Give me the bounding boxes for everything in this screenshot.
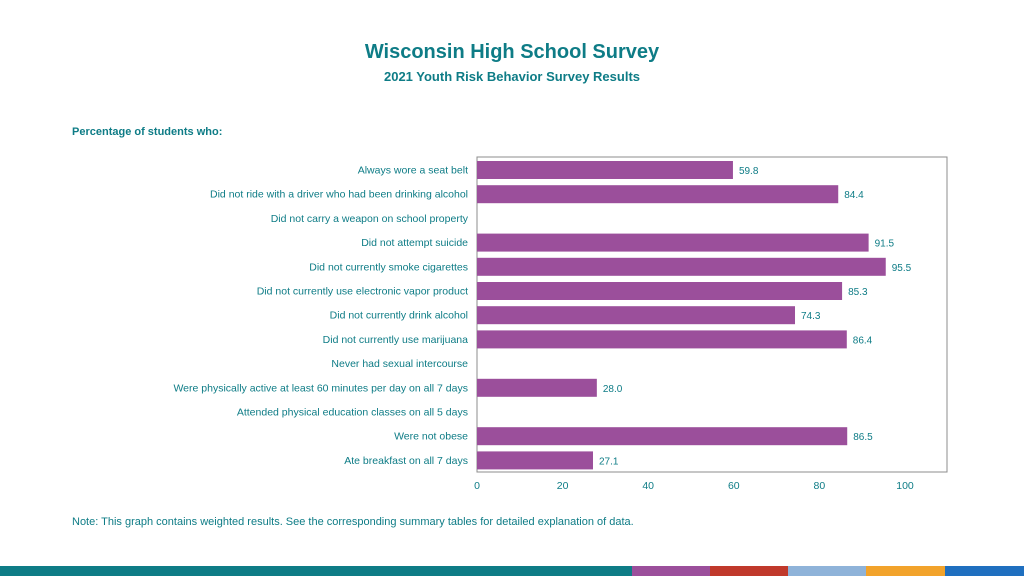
x-tick-label: 100: [896, 480, 914, 492]
value-label: 59.8: [739, 166, 759, 177]
footer-segment-lightblue: [788, 566, 866, 576]
bar: [477, 233, 869, 252]
category-label: Attended physical education classes on a…: [237, 407, 468, 419]
category-label: Did not currently use marijuana: [323, 334, 468, 346]
value-label: 74.3: [801, 311, 821, 322]
footer-color-bar: [0, 566, 1024, 576]
value-label: 91.5: [875, 239, 895, 250]
category-label: Did not currently drink alcohol: [330, 310, 468, 322]
value-label: 86.4: [853, 335, 873, 346]
footer-segment-blue: [945, 566, 1024, 576]
category-label: Ate breakfast on all 7 days: [344, 455, 468, 467]
x-tick-label: 20: [557, 480, 569, 492]
value-label: 86.5: [853, 432, 873, 443]
bar: [477, 257, 886, 276]
value-label: 95.5: [892, 263, 912, 274]
category-label: Did not currently use electronic vapor p…: [257, 286, 468, 298]
category-label: Were physically active at least 60 minut…: [173, 382, 468, 394]
bar: [477, 161, 733, 179]
category-label: Did not currently smoke cigarettes: [309, 261, 468, 273]
value-label: 27.1: [599, 456, 619, 467]
footnote: Note: This graph contains weighted resul…: [72, 516, 634, 528]
value-labels: 59.8 84.4 91.5 95.5 85.3 74.3 86.4 28.0 86.5 27.1: [599, 166, 912, 467]
x-tick-label: 0: [474, 480, 480, 492]
chart-title: Wisconsin High School Survey: [364, 41, 660, 63]
value-label: 28.0: [603, 384, 623, 395]
x-tick-label: 40: [642, 480, 654, 492]
category-label: Did not ride with a driver who had been …: [210, 189, 468, 201]
category-labels: Always wore a seat belt Did not ride with…: [173, 165, 468, 467]
bar: [477, 451, 593, 470]
bars: [477, 161, 886, 470]
bar: [477, 427, 848, 446]
bar: [477, 306, 796, 325]
footer-segment-teal: [0, 566, 632, 576]
bar: [477, 378, 597, 397]
category-label: Never had sexual intercourse: [331, 358, 468, 370]
category-label: Did not carry a weapon on school propert…: [271, 213, 469, 225]
value-label: 85.3: [848, 287, 868, 298]
chart-subtitle: 2021 Youth Risk Behavior Survey Results: [383, 69, 640, 84]
x-tick-label: 80: [814, 480, 826, 492]
bar: [477, 185, 839, 204]
footer-segment-red: [710, 566, 788, 576]
category-label: Were not obese: [394, 431, 468, 443]
bar: [477, 282, 843, 300]
x-tick-label: 60: [728, 480, 740, 492]
category-label: Always wore a seat belt: [358, 165, 468, 177]
footer-segment-purple: [632, 566, 710, 576]
bar-chart: Always wore a seat belt Did not ride with…: [173, 156, 948, 492]
value-label: 84.4: [844, 190, 864, 201]
bar: [477, 330, 847, 349]
x-axis-ticks: 0 20 40 60 80 100: [474, 480, 914, 492]
footer-segment-orange: [866, 566, 945, 576]
category-label: Did not attempt suicide: [361, 237, 468, 249]
section-label: Percentage of students who:: [72, 126, 223, 138]
